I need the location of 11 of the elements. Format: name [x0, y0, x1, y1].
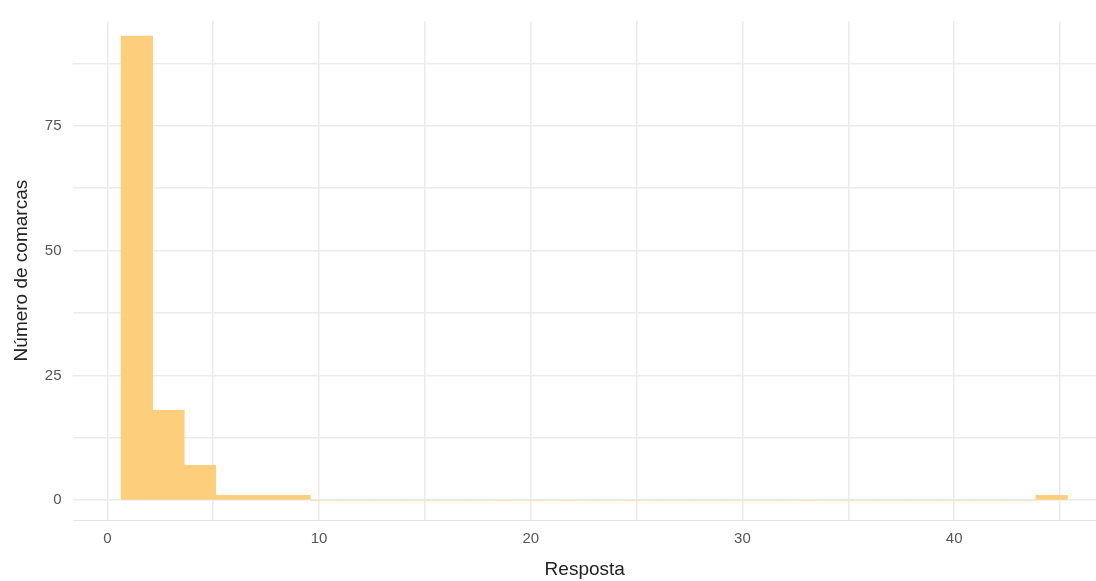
x-tick-label: 40 — [945, 529, 963, 547]
x-tick-label: 0 — [103, 529, 112, 547]
y-tick-label: 50 — [44, 240, 62, 258]
y-tick-label: 0 — [53, 490, 62, 508]
y-tick-label: 25 — [44, 365, 62, 383]
x-tick-label: 30 — [734, 529, 751, 547]
x-axis-title: Resposta — [544, 557, 626, 579]
y-tick-label: 75 — [44, 115, 62, 133]
y-axis-title: Número de comarcas — [9, 179, 31, 362]
x-tick-label: 20 — [522, 529, 540, 547]
x-tick-label: 10 — [310, 529, 328, 547]
